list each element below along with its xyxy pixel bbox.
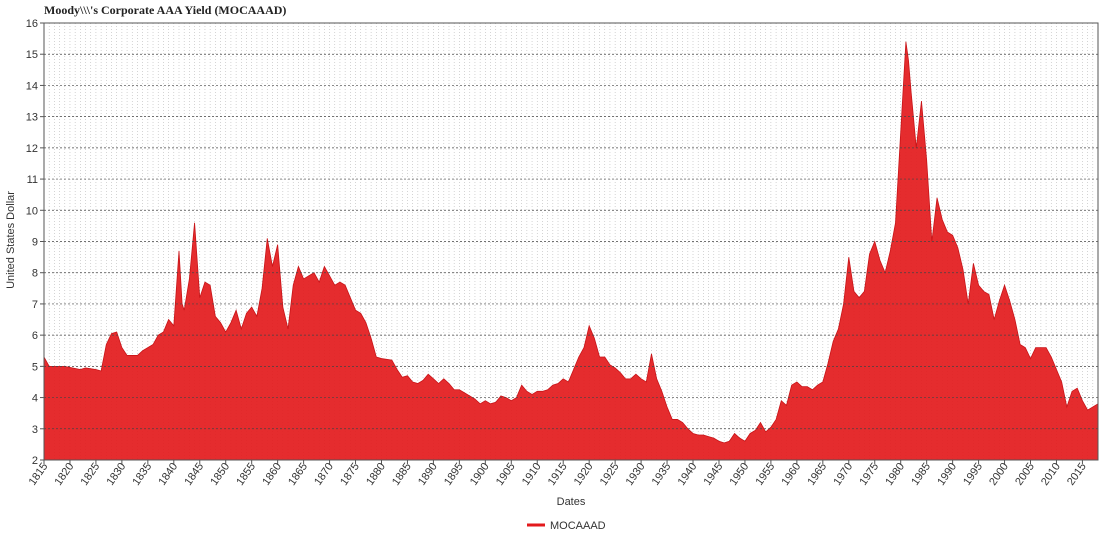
x-tick-label: 1840 (156, 461, 180, 488)
x-tick-label: 1830 (104, 461, 128, 488)
x-tick-label: 2000 (987, 461, 1011, 488)
y-tick-label: 6 (32, 330, 38, 342)
y-tick-label: 7 (32, 299, 38, 311)
x-tick-label: 1975 (857, 461, 881, 488)
x-tick-label: 2015 (1065, 461, 1089, 488)
x-tick-label: 1985 (909, 461, 933, 488)
x-tick-label: 1905 (494, 461, 518, 488)
chart-title: Moody\\\'s Corporate AAA Yield (MOCAAAD) (44, 3, 287, 17)
x-tick-label: 1980 (883, 461, 907, 488)
x-tick-label: 1930 (624, 461, 648, 488)
x-tick-label: 1900 (468, 461, 492, 488)
y-tick-label: 4 (32, 393, 38, 405)
x-tick-label: 1850 (208, 461, 232, 488)
y-tick-label: 5 (32, 361, 38, 373)
x-tick-label: 1880 (364, 461, 388, 488)
y-tick-label: 16 (26, 18, 38, 30)
x-tick-label: 1885 (390, 461, 414, 488)
x-tick-label: 1865 (286, 461, 310, 488)
x-tick-label: 1915 (546, 461, 570, 488)
y-tick-label: 12 (26, 143, 38, 155)
y-tick-label: 11 (27, 174, 38, 186)
x-tick-label: 1960 (779, 461, 803, 488)
x-tick-label: 1910 (520, 461, 544, 488)
series-area-mocaaad (43, 41, 1099, 461)
y-tick-label: 13 (26, 112, 38, 124)
x-tick-label: 1860 (260, 461, 284, 488)
x-tick-label: 1835 (130, 461, 154, 488)
x-tick-label: 1940 (676, 461, 700, 488)
legend: MOCAAAD (527, 520, 606, 532)
y-tick-label: 2 (32, 455, 38, 467)
y-tick-label: 10 (26, 205, 38, 217)
x-tick-label: 2010 (1039, 461, 1063, 488)
x-tick-label: 1870 (312, 461, 336, 488)
x-tick-label: 1815 (27, 461, 51, 488)
y-tick-label: 15 (26, 49, 38, 61)
x-tick-label: 1890 (416, 461, 440, 488)
x-tick-label: 1820 (53, 461, 77, 488)
x-tick-label: 1990 (935, 461, 959, 488)
x-tick-label: 1895 (442, 461, 466, 488)
x-tick-label: 1845 (182, 461, 206, 488)
x-tick-label: 1965 (805, 461, 829, 488)
x-tick-label: 1955 (753, 461, 777, 488)
x-tick-label: 1855 (234, 461, 258, 488)
y-tick-label: 8 (32, 268, 38, 280)
x-tick-label: 1995 (961, 461, 985, 488)
x-tick-label: 1825 (79, 461, 103, 488)
y-tick-label: 9 (32, 237, 38, 249)
x-tick-label: 1945 (702, 461, 726, 488)
x-tick-label: 1950 (728, 461, 752, 488)
x-tick-label: 1875 (338, 461, 362, 488)
x-tick-label: 1935 (650, 461, 674, 488)
x-axis-label: Dates (557, 496, 586, 508)
x-tick-label: 1925 (598, 461, 622, 488)
y-tick-label: 3 (32, 424, 38, 436)
x-tick-label: 1920 (572, 461, 596, 488)
y-tick-label: 14 (26, 80, 38, 92)
x-tick-label: 1970 (831, 461, 855, 488)
y-axis-label: United States Dollar (5, 191, 17, 289)
legend-label-mocaaad: MOCAAAD (550, 520, 606, 532)
x-tick-label: 2005 (1013, 461, 1037, 488)
